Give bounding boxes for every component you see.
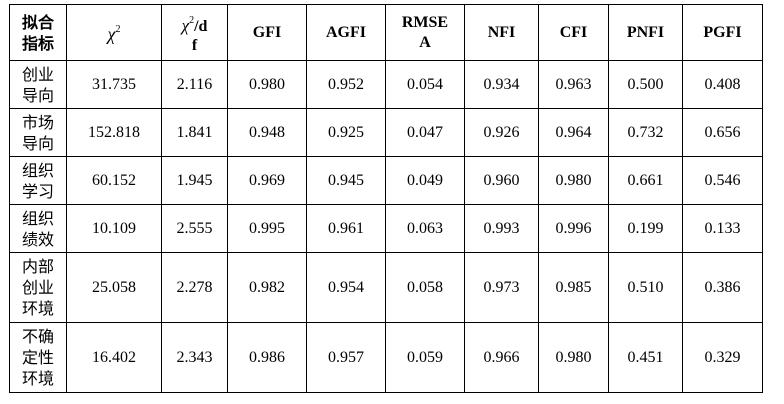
cell-cfi: 0.980 (538, 156, 609, 205)
header-pgfi: PGFI (682, 4, 763, 61)
cell-gfi: 0.980 (227, 60, 307, 109)
cell-chi2df: 2.116 (161, 60, 228, 109)
cell-gfi: 0.969 (227, 156, 307, 205)
cell-pnfi: 0.500 (608, 60, 683, 109)
cell-rmsea: 0.063 (385, 204, 465, 253)
cell-pnfi: 0.199 (608, 204, 683, 253)
row-label: 组织 学习 (9, 156, 67, 205)
cell-nfi: 0.993 (464, 204, 539, 253)
cell-nfi: 0.934 (464, 60, 539, 109)
cell-cfi: 0.996 (538, 204, 609, 253)
header-rmsea: RMSE A (385, 4, 465, 61)
cell-agfi: 0.957 (306, 322, 386, 393)
table-row: 不确 定性 环境 16.402 2.343 0.986 0.957 0.059 … (9, 322, 763, 393)
table-row: 组织 绩效 10.109 2.555 0.995 0.961 0.063 0.9… (9, 204, 763, 253)
cell-rmsea: 0.049 (385, 156, 465, 205)
cell-gfi: 0.982 (227, 252, 307, 323)
row-label: 市场 导向 (9, 108, 67, 157)
cell-pgfi: 0.408 (682, 60, 763, 109)
row-label: 创业 导向 (9, 60, 67, 109)
cell-chi2: 25.058 (66, 252, 162, 323)
cell-pgfi: 0.133 (682, 204, 763, 253)
header-cfi: CFI (538, 4, 609, 61)
header-chi-square-df: χ2/d f (161, 4, 228, 61)
cell-chi2df: 2.278 (161, 252, 228, 323)
header-nfi: NFI (464, 4, 539, 61)
cell-chi2: 10.109 (66, 204, 162, 253)
cell-cfi: 0.985 (538, 252, 609, 323)
table-row: 组织 学习 60.152 1.945 0.969 0.945 0.049 0.9… (9, 156, 763, 205)
cell-pgfi: 0.329 (682, 322, 763, 393)
cell-pnfi: 0.661 (608, 156, 683, 205)
cell-pgfi: 0.386 (682, 252, 763, 323)
cell-agfi: 0.925 (306, 108, 386, 157)
cell-nfi: 0.926 (464, 108, 539, 157)
header-agfi: AGFI (306, 4, 386, 61)
cell-agfi: 0.952 (306, 60, 386, 109)
header-row: 拟合 指标 χ2 χ2/d f GFI AGFI RMSE A NFI CFI … (9, 4, 763, 61)
cell-gfi: 0.986 (227, 322, 307, 393)
row-label: 组织 绩效 (9, 204, 67, 253)
header-gfi: GFI (227, 4, 307, 61)
cell-chi2df: 1.841 (161, 108, 228, 157)
cell-chi2df: 2.343 (161, 322, 228, 393)
fit-index-table-wrapper: 拟合 指标 χ2 χ2/d f GFI AGFI RMSE A NFI CFI … (9, 4, 763, 393)
cell-agfi: 0.945 (306, 156, 386, 205)
cell-pnfi: 0.451 (608, 322, 683, 393)
cell-agfi: 0.961 (306, 204, 386, 253)
cell-cfi: 0.980 (538, 322, 609, 393)
table-row: 内部 创业 环境 25.058 2.278 0.982 0.954 0.058 … (9, 252, 763, 323)
cell-chi2: 152.818 (66, 108, 162, 157)
cell-agfi: 0.954 (306, 252, 386, 323)
cell-cfi: 0.964 (538, 108, 609, 157)
cell-gfi: 0.948 (227, 108, 307, 157)
table-row: 创业 导向 31.735 2.116 0.980 0.952 0.054 0.9… (9, 60, 763, 109)
cell-chi2df: 2.555 (161, 204, 228, 253)
cell-rmsea: 0.059 (385, 322, 465, 393)
cell-rmsea: 0.047 (385, 108, 465, 157)
fit-index-table: 拟合 指标 χ2 χ2/d f GFI AGFI RMSE A NFI CFI … (9, 4, 763, 393)
cell-chi2: 16.402 (66, 322, 162, 393)
header-chi-square: χ2 (66, 4, 162, 61)
cell-chi2df: 1.945 (161, 156, 228, 205)
cell-nfi: 0.966 (464, 322, 539, 393)
cell-rmsea: 0.054 (385, 60, 465, 109)
cell-pnfi: 0.732 (608, 108, 683, 157)
cell-pgfi: 0.656 (682, 108, 763, 157)
row-label: 不确 定性 环境 (9, 322, 67, 393)
cell-rmsea: 0.058 (385, 252, 465, 323)
cell-chi2: 31.735 (66, 60, 162, 109)
cell-nfi: 0.960 (464, 156, 539, 205)
header-corner: 拟合 指标 (9, 4, 67, 61)
cell-pnfi: 0.510 (608, 252, 683, 323)
cell-pgfi: 0.546 (682, 156, 763, 205)
cell-cfi: 0.963 (538, 60, 609, 109)
cell-gfi: 0.995 (227, 204, 307, 253)
header-pnfi: PNFI (608, 4, 683, 61)
row-label: 内部 创业 环境 (9, 252, 67, 323)
cell-nfi: 0.973 (464, 252, 539, 323)
cell-chi2: 60.152 (66, 156, 162, 205)
table-row: 市场 导向 152.818 1.841 0.948 0.925 0.047 0.… (9, 108, 763, 157)
